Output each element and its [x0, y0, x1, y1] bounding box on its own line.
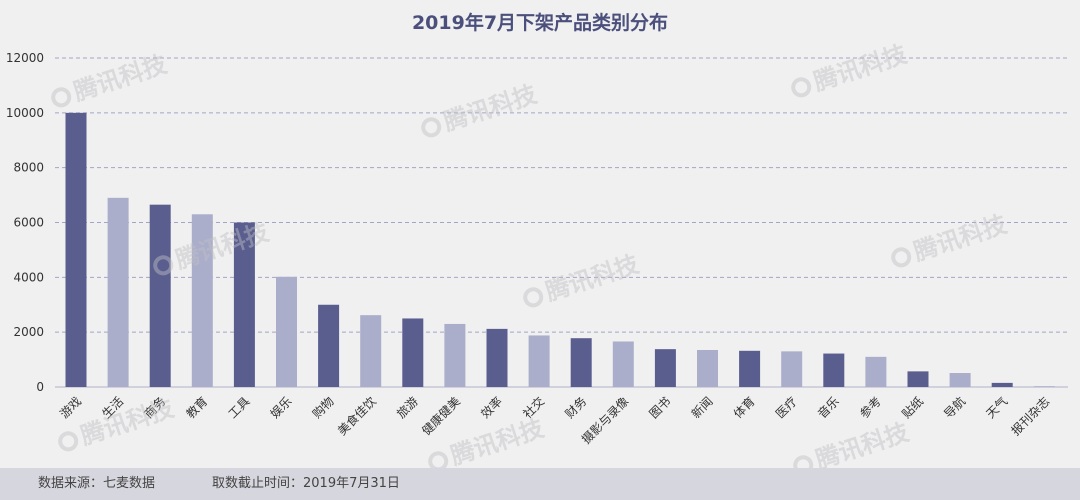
bar-摄影与录像 — [612, 341, 634, 387]
bar-天气 — [991, 382, 1013, 387]
y-tick-label: 6000 — [13, 216, 44, 230]
bar-娱乐 — [276, 276, 297, 387]
bar-生活 — [107, 197, 129, 387]
chart-title: 2019年7月下架产品类别分布 — [412, 11, 668, 34]
bar-旅游 — [402, 318, 424, 387]
x-tick-label: 游戏 — [57, 394, 84, 421]
x-tick-label: 健康健美 — [418, 394, 463, 439]
bar-财务 — [570, 338, 592, 387]
x-tick-label: 效率 — [478, 394, 506, 422]
x-tick-label: 体育 — [730, 394, 758, 422]
x-tick-label: 旅游 — [394, 394, 421, 421]
bar-购物 — [318, 304, 340, 387]
bar-商务 — [149, 204, 171, 387]
y-tick-label: 12000 — [6, 51, 44, 65]
bar-体育 — [739, 350, 761, 387]
bar-工具 — [233, 222, 255, 387]
data-source: 数据来源：七麦数据 — [38, 476, 156, 491]
y-tick-label: 10000 — [6, 106, 44, 120]
x-tick-label: 贴纸 — [899, 394, 926, 421]
bar-新闻 — [697, 349, 718, 387]
bar-贴纸 — [907, 371, 929, 387]
y-tick-label: 8000 — [13, 161, 44, 175]
x-tick-label: 生活 — [99, 394, 126, 421]
x-tick-label: 报刊杂志 — [1008, 394, 1053, 439]
x-tick-label: 工具 — [226, 394, 253, 421]
x-tick-label: 图书 — [647, 394, 674, 421]
x-tick-label: 医疗 — [773, 394, 800, 421]
bar-社交 — [528, 335, 550, 387]
data-cutoff-time: 取数截止时间：2019年7月31日 — [212, 476, 400, 491]
bar-教育 — [191, 214, 213, 387]
x-tick-label: 商务 — [141, 394, 169, 422]
x-tick-label: 娱乐 — [268, 394, 295, 421]
y-tick-label: 2000 — [13, 325, 44, 339]
bar-chart-svg: 2019年7月下架产品类别分布 0 2000 4000 6000 8000 10000 120… — [6, 11, 1068, 447]
bar-报刊杂志 — [1033, 386, 1055, 388]
chart: 2019年7月下架产品类别分布 0 2000 4000 6000 8000 10000 120… — [6, 11, 1068, 447]
y-tick-label: 0 — [36, 380, 44, 394]
bar-图书 — [654, 349, 676, 387]
x-tick-label: 天气 — [983, 394, 1011, 422]
bar-美食佳饮 — [360, 315, 382, 387]
bar-医疗 — [781, 351, 803, 387]
x-tick-label: 购物 — [309, 394, 337, 422]
y-tick-label: 4000 — [13, 270, 44, 284]
x-tick-label: 参考 — [856, 394, 884, 422]
x-tick-label: 音乐 — [814, 394, 842, 422]
bar-游戏 — [65, 112, 87, 387]
x-tick-label: 社交 — [520, 394, 548, 422]
bar-参考 — [865, 356, 887, 387]
x-tick-label: 导航 — [941, 394, 969, 422]
bar-效率 — [486, 328, 508, 387]
x-tick-label: 教育 — [183, 394, 211, 422]
footer: 数据来源：七麦数据 取数截止时间：2019年7月31日 — [0, 468, 1080, 500]
x-tick-label: 新闻 — [688, 394, 716, 422]
bar-健康健美 — [444, 323, 466, 387]
x-tick-label: 美食佳饮 — [334, 394, 379, 439]
bar-导航 — [949, 373, 971, 387]
x-tick-label: 财务 — [562, 394, 590, 422]
bar-音乐 — [823, 353, 845, 387]
